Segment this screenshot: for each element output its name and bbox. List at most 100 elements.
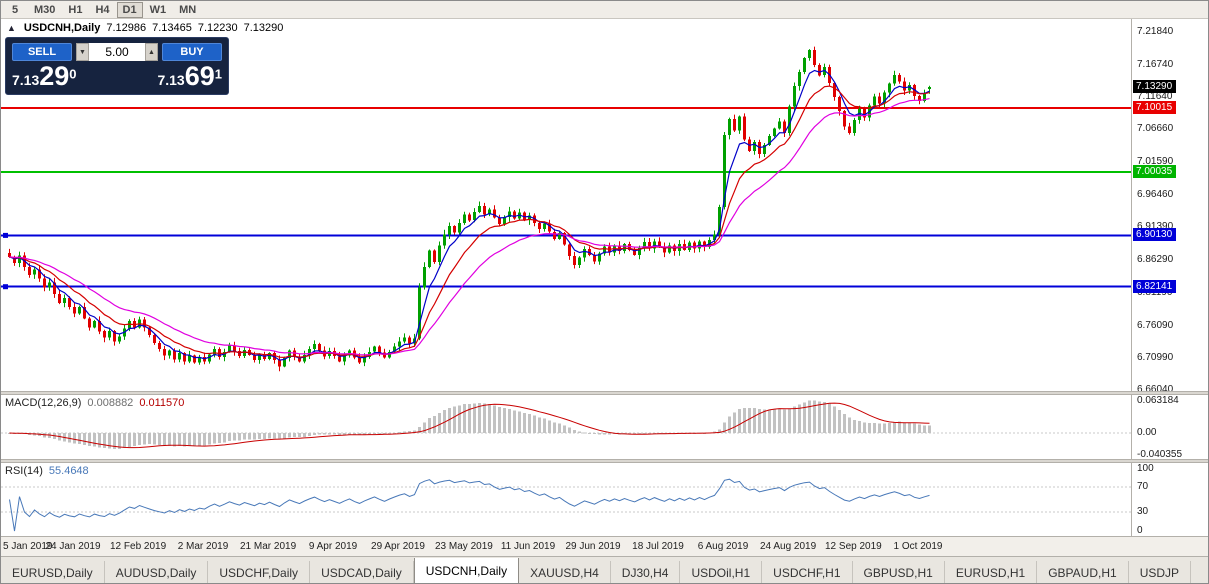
price-axis[interactable]: 7.21840 7.16740 7.11640 7.06660 7.01590 6.964… xyxy=(1131,19,1208,536)
sell-price-display: 7.13290 xyxy=(12,61,77,91)
price-badge-current-price: 7.13290 xyxy=(1133,80,1177,93)
date-label: 6 Aug 2019 xyxy=(697,541,749,552)
date-label: 24 Aug 2019 xyxy=(760,541,817,552)
hline-handle[interactable] xyxy=(3,232,8,238)
chart-tab-xauusd-h4[interactable]: XAUUSD,H4 xyxy=(519,561,611,583)
price-badge-blue-line-price-1: 6.90130 xyxy=(1133,228,1177,241)
macd-main-value: 0.008882 xyxy=(87,397,134,409)
period-button-W1[interactable]: W1 xyxy=(149,3,167,16)
ohlc-high: 7.13465 xyxy=(152,22,192,34)
macd-signal-value: 0.011570 xyxy=(139,397,185,409)
sell-button[interactable]: SELL xyxy=(12,43,72,61)
chart-tab-usdchf-daily[interactable]: USDCHF,Daily xyxy=(208,561,311,583)
rsi-line xyxy=(9,478,930,532)
date-label: 12 Sep 2019 xyxy=(825,541,882,552)
buy-button[interactable]: BUY xyxy=(162,43,222,61)
date-label: 29 Apr 2019 xyxy=(371,541,425,552)
chart-tab-usdoil-h1[interactable]: USDOil,H1 xyxy=(680,561,763,583)
ma-fast-blue xyxy=(9,69,930,361)
date-label: 2 Mar 2019 xyxy=(177,541,229,552)
macd-histogram xyxy=(8,400,931,449)
period-button-H4[interactable]: H4 xyxy=(95,3,110,16)
main-chart-pane[interactable]: ▲ USDCNH,Daily 7.12986 7.13465 7.12230 7… xyxy=(1,19,1131,391)
date-label: 1 Oct 2019 xyxy=(893,541,943,552)
rsi-axis-label: 70 xyxy=(1137,480,1149,492)
macd-label: MACD(12,26,9) 0.008882 0.011570 xyxy=(5,397,185,409)
chart-region: ▲ USDCNH,Daily 7.12986 7.13465 7.12230 7… xyxy=(1,19,1208,556)
macd-axis-label: -0.040355 xyxy=(1137,448,1183,460)
hline-handle[interactable] xyxy=(3,284,8,290)
volume-increase-button[interactable]: ▲ xyxy=(145,43,158,61)
macd-axis-label: 0.063184 xyxy=(1137,395,1179,406)
macd-indicator-pane[interactable]: MACD(12,26,9) 0.008882 0.011570 xyxy=(1,395,1131,459)
period-button-H1[interactable]: H1 xyxy=(68,3,83,16)
date-label: 5 Jan 2019 xyxy=(3,541,53,552)
chart-tab-usdjp[interactable]: USDJP xyxy=(1129,561,1192,583)
chart-tab-usdcad-daily[interactable]: USDCAD,Daily xyxy=(310,561,414,583)
price-axis-label: 7.16740 xyxy=(1137,58,1174,70)
one-click-trading-panel: SELL ▼ 5.00 ▲ BUY 7.13290 7.13691 xyxy=(5,37,229,95)
rsi-value: 55.4648 xyxy=(48,465,89,477)
rsi-axis-label: 100 xyxy=(1137,463,1154,474)
ohlc-open: 7.12986 xyxy=(106,22,147,34)
time-axis[interactable]: 5 Jan 2019 24 Jan 2019 12 Feb 2019 2 Mar 20… xyxy=(1,536,1208,556)
price-axis-label: 6.86290 xyxy=(1137,254,1174,266)
date-label: 12 Feb 2019 xyxy=(110,541,167,552)
chart-tab-gbpaud-h1[interactable]: GBPAUD,H1 xyxy=(1037,561,1129,583)
price-axis-label: 7.11640 xyxy=(1137,91,1173,103)
date-label: 11 Jun 2019 xyxy=(500,541,556,552)
chart-tab-eurusd-h1[interactable]: EURUSD,H1 xyxy=(945,561,1038,583)
macd-axis-label: 0.00 xyxy=(1137,427,1157,438)
date-label: 29 Jun 2019 xyxy=(565,541,621,552)
price-badge-green-line-price: 7.00035 xyxy=(1133,165,1177,178)
period-button-D1[interactable]: D1 xyxy=(116,1,143,18)
period-button-M30[interactable]: M30 xyxy=(34,3,56,16)
price-badge-blue-line-price-2: 6.82141 xyxy=(1133,280,1177,293)
ohlc-low: 7.12230 xyxy=(197,22,238,34)
rsi-indicator-pane[interactable]: RSI(14) 55.4648 xyxy=(1,463,1131,536)
date-label: 18 Jul 2019 xyxy=(632,541,684,552)
buy-price-display: 7.13691 xyxy=(157,61,222,91)
rsi-label: RSI(14) 55.4648 xyxy=(5,465,89,477)
chart-tab-eurusd-daily[interactable]: EURUSD,Daily xyxy=(1,561,105,583)
ohlc-close: 7.13290 xyxy=(243,22,284,34)
date-label: 24 Jan 2019 xyxy=(45,541,101,552)
price-axis-label: 6.70990 xyxy=(1137,352,1174,364)
price-axis-label: 6.91390 xyxy=(1137,221,1174,233)
chart-tab-usdchf-h1[interactable]: USDCHF,H1 xyxy=(762,561,853,583)
price-axis-label: 6.76090 xyxy=(1137,319,1174,331)
candlestick-chart-canvas[interactable] xyxy=(1,19,1131,391)
chart-tab-gbpusd-h1[interactable]: GBPUSD,H1 xyxy=(853,561,945,583)
volume-control: ▼ 5.00 ▲ xyxy=(76,43,158,61)
pane-separator-1[interactable] xyxy=(1,391,1208,395)
period-button-5[interactable]: 5 xyxy=(11,3,19,16)
price-axis-label: 6.96460 xyxy=(1137,188,1174,200)
macd-chart-canvas[interactable] xyxy=(1,395,1131,459)
chart-tab-bar: EURUSD,Daily AUDUSD,Daily USDCHF,Daily USDC… xyxy=(1,556,1208,583)
chart-tab-dj30-h4[interactable]: DJ30,H4 xyxy=(611,561,681,583)
period-button-MN[interactable]: MN xyxy=(179,3,197,16)
chart-tab-usdcnh-daily[interactable]: USDCNH,Daily xyxy=(413,558,520,583)
chart-header: ▲ USDCNH,Daily 7.12986 7.13465 7.12230 7… xyxy=(5,22,283,34)
macd-signal-line xyxy=(9,402,930,449)
volume-input[interactable]: 5.00 xyxy=(89,43,145,61)
rsi-axis-label: 0 xyxy=(1137,525,1143,536)
ma-slow-magenta xyxy=(9,98,930,356)
price-axis-label: 6.66040 xyxy=(1137,383,1174,395)
pane-separator-2[interactable] xyxy=(1,459,1208,463)
date-label: 23 May 2019 xyxy=(435,541,493,552)
price-axis-label: 7.01590 xyxy=(1137,155,1174,167)
ma-medium-red xyxy=(9,85,930,359)
rsi-axis-label: 30 xyxy=(1137,506,1149,518)
price-badge-red-line-price: 7.10015 xyxy=(1133,101,1177,114)
price-axis-label: 7.21840 xyxy=(1137,25,1174,37)
price-axis-label: 7.06660 xyxy=(1137,123,1174,135)
volume-decrease-button[interactable]: ▼ xyxy=(76,43,89,61)
rsi-chart-canvas[interactable] xyxy=(1,463,1131,536)
one-click-collapse-icon[interactable]: ▲ xyxy=(7,23,16,33)
timeframe-toolbar: 5 M30 H1 H4 D1 W1 MN xyxy=(1,1,1208,19)
date-label: 9 Apr 2019 xyxy=(308,541,358,552)
chart-tab-audusd-daily[interactable]: AUDUSD,Daily xyxy=(105,561,209,583)
chart-symbol-label: USDCNH,Daily xyxy=(23,22,101,34)
